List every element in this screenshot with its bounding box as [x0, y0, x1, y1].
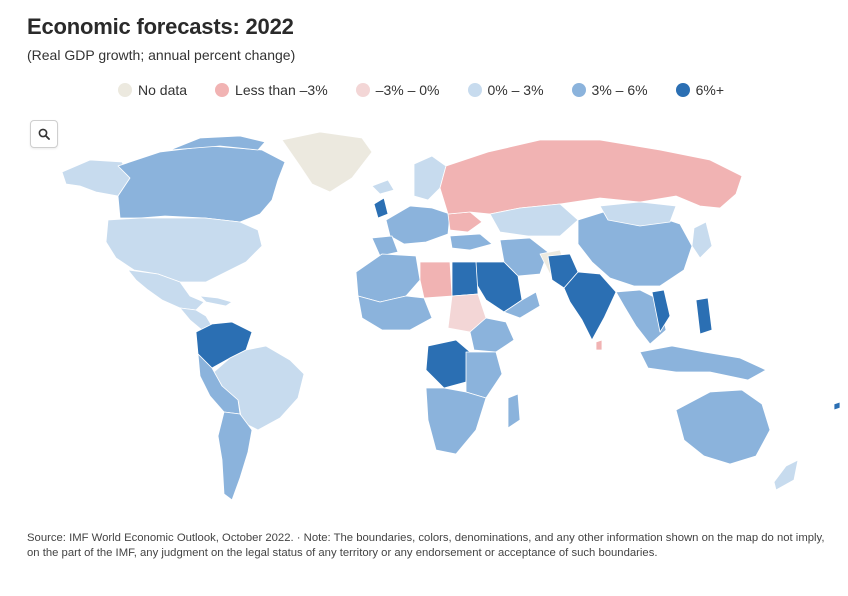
region-argentina-chile[interactable]: [217, 411, 253, 501]
legend-item-6-plus[interactable]: 6%+: [675, 82, 725, 98]
region-india[interactable]: [563, 271, 617, 341]
search-icon: [38, 128, 50, 140]
legend-swatch: [215, 83, 230, 97]
region-russia[interactable]: [439, 139, 743, 215]
legend-item-less-than-minus-3[interactable]: Less than –3%: [215, 82, 328, 98]
region-madagascar[interactable]: [507, 393, 521, 429]
legend-swatch: [467, 83, 482, 97]
legend-label: No data: [138, 82, 188, 98]
source-note: Source: IMF World Economic Outlook, Octo…: [27, 532, 825, 559]
region-japan-korea[interactable]: [691, 221, 713, 259]
region-canada-arctic[interactable]: [169, 135, 266, 151]
region-uk[interactable]: [373, 197, 389, 219]
region-kazakhstan[interactable]: [489, 203, 579, 237]
legend-label: 3% – 6%: [591, 82, 648, 98]
legend-swatch: [571, 83, 586, 97]
page-subtitle: (Real GDP growth; annual percent change): [27, 47, 296, 63]
zoom-button[interactable]: [30, 120, 58, 148]
legend-swatch: [355, 83, 370, 97]
region-ethiopia[interactable]: [469, 317, 515, 353]
region-southeast-asia[interactable]: [615, 289, 667, 345]
legend-swatch: [118, 83, 132, 97]
legend-label: 0% – 3%: [487, 82, 544, 98]
region-iberia[interactable]: [371, 235, 399, 257]
region-philippines[interactable]: [695, 297, 713, 335]
legend-label: –3% – 0%: [375, 82, 440, 98]
region-new-zealand[interactable]: [773, 459, 799, 491]
legend-item-minus-3-to-0[interactable]: –3% – 0%: [355, 82, 440, 98]
region-scandinavia[interactable]: [413, 155, 447, 201]
region-east-africa[interactable]: [465, 351, 503, 399]
page-title: Economic forecasts: 2022: [27, 14, 294, 39]
map-legend: No data Less than –3% –3% – 0% 0% – 3% 3…: [118, 82, 752, 98]
region-mongolia[interactable]: [599, 201, 677, 227]
region-vietnam[interactable]: [651, 289, 671, 333]
region-turkey[interactable]: [449, 233, 493, 251]
region-iceland[interactable]: [371, 179, 395, 195]
region-sahel[interactable]: [357, 295, 433, 331]
region-north-africa-west[interactable]: [355, 253, 421, 303]
region-libya[interactable]: [419, 261, 453, 299]
legend-item-0-to-3[interactable]: 0% – 3%: [467, 82, 544, 98]
region-ukraine[interactable]: [447, 211, 483, 233]
region-drc[interactable]: [425, 339, 471, 389]
region-indonesia[interactable]: [639, 345, 767, 381]
legend-item-no-data[interactable]: No data: [118, 82, 187, 98]
region-usa[interactable]: [105, 217, 263, 283]
region-pacific-islands[interactable]: [833, 401, 841, 411]
legend-label: Less than –3%: [235, 82, 328, 98]
region-egypt[interactable]: [451, 261, 479, 297]
legend-item-3-to-6[interactable]: 3% – 6%: [571, 82, 648, 98]
region-canada[interactable]: [117, 145, 286, 223]
region-sri-lanka[interactable]: [595, 339, 603, 351]
legend-swatch: [675, 83, 690, 97]
region-greenland[interactable]: [281, 131, 373, 193]
region-australia[interactable]: [675, 389, 771, 465]
region-caribbean[interactable]: [199, 295, 233, 307]
region-western-europe[interactable]: [385, 205, 451, 245]
legend-label: 6%+: [695, 82, 725, 98]
region-southern-africa[interactable]: [425, 387, 487, 455]
region-yemen-oman[interactable]: [503, 291, 541, 319]
world-map[interactable]: [0, 120, 848, 520]
